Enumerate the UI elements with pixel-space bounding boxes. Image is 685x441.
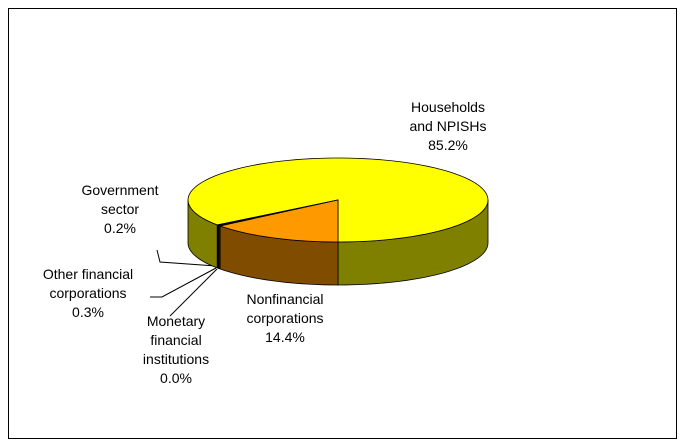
pie-slice	[218, 199, 339, 243]
category-label: Households and NPISHs	[409, 99, 487, 134]
value-label: 0.2%	[104, 220, 136, 236]
leader-line	[156, 249, 217, 267]
value-label: 0.0%	[160, 370, 192, 386]
category-label: Nonfinancial corporations	[246, 291, 324, 326]
leader-line	[169, 268, 218, 317]
data-label: Other financial corporations 0.3%	[18, 265, 158, 322]
pie	[187, 157, 489, 286]
value-label: 85.2%	[428, 137, 468, 153]
category-label: Government sector	[81, 182, 159, 217]
value-label: 0.3%	[72, 304, 104, 320]
category-label: Monetary financial institutions	[142, 313, 210, 367]
data-label: Monetary financial institutions 0.0%	[131, 312, 221, 388]
value-label: 14.4%	[265, 329, 305, 345]
data-label: Government sector 0.2%	[65, 181, 175, 238]
leader-line	[150, 267, 217, 298]
data-label: Nonfinancial corporations 14.4%	[230, 290, 340, 347]
category-label: Other financial corporations	[42, 266, 134, 301]
data-label: Households and NPISHs 85.2%	[403, 98, 493, 155]
